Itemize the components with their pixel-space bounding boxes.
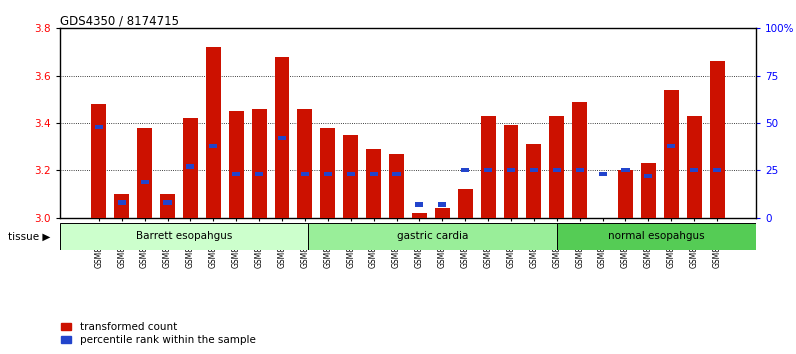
Bar: [526, 144, 541, 218]
Bar: [206, 47, 220, 218]
Bar: [710, 62, 724, 218]
Bar: [557, 223, 756, 250]
Bar: [232, 172, 240, 176]
Bar: [416, 202, 423, 207]
Bar: [343, 135, 358, 218]
Text: GDS4350 / 8174715: GDS4350 / 8174715: [60, 14, 178, 27]
Bar: [458, 189, 473, 218]
Bar: [481, 116, 496, 218]
Bar: [95, 125, 103, 129]
Bar: [115, 194, 129, 218]
Bar: [687, 116, 701, 218]
Bar: [163, 200, 172, 205]
Text: normal esopahgus: normal esopahgus: [608, 231, 705, 241]
Bar: [255, 172, 263, 176]
Bar: [301, 172, 309, 176]
Bar: [369, 172, 377, 176]
Bar: [641, 163, 656, 218]
Bar: [137, 128, 152, 218]
Bar: [412, 213, 427, 218]
Bar: [392, 172, 400, 176]
Bar: [664, 90, 679, 218]
Bar: [618, 170, 633, 218]
Bar: [552, 168, 561, 172]
Bar: [530, 168, 538, 172]
Bar: [186, 165, 194, 169]
Bar: [278, 136, 286, 140]
Bar: [275, 57, 290, 218]
Text: tissue ▶: tissue ▶: [8, 231, 50, 241]
Bar: [228, 111, 244, 218]
Text: gastric cardia: gastric cardia: [397, 231, 469, 241]
Bar: [324, 172, 332, 176]
Bar: [622, 168, 630, 172]
Bar: [389, 154, 404, 218]
Bar: [484, 168, 492, 172]
Bar: [439, 202, 447, 207]
Bar: [435, 208, 450, 218]
Bar: [160, 194, 175, 218]
Bar: [209, 144, 217, 148]
Bar: [667, 144, 675, 148]
Bar: [320, 128, 335, 218]
Bar: [118, 200, 126, 205]
Bar: [644, 174, 653, 178]
Bar: [690, 168, 698, 172]
Bar: [576, 168, 583, 172]
Bar: [599, 172, 607, 176]
Legend: transformed count, percentile rank within the sample: transformed count, percentile rank withi…: [61, 322, 256, 345]
Bar: [298, 109, 312, 218]
Bar: [366, 149, 381, 218]
Bar: [141, 179, 149, 184]
Bar: [461, 168, 470, 172]
Bar: [60, 223, 308, 250]
Bar: [507, 168, 515, 172]
Text: Barrett esopahgus: Barrett esopahgus: [136, 231, 232, 241]
Bar: [183, 118, 198, 218]
Bar: [713, 168, 721, 172]
Bar: [252, 109, 267, 218]
Bar: [308, 223, 557, 250]
Bar: [549, 116, 564, 218]
Bar: [572, 102, 587, 218]
Bar: [504, 125, 518, 218]
Bar: [346, 172, 355, 176]
Bar: [92, 104, 106, 218]
